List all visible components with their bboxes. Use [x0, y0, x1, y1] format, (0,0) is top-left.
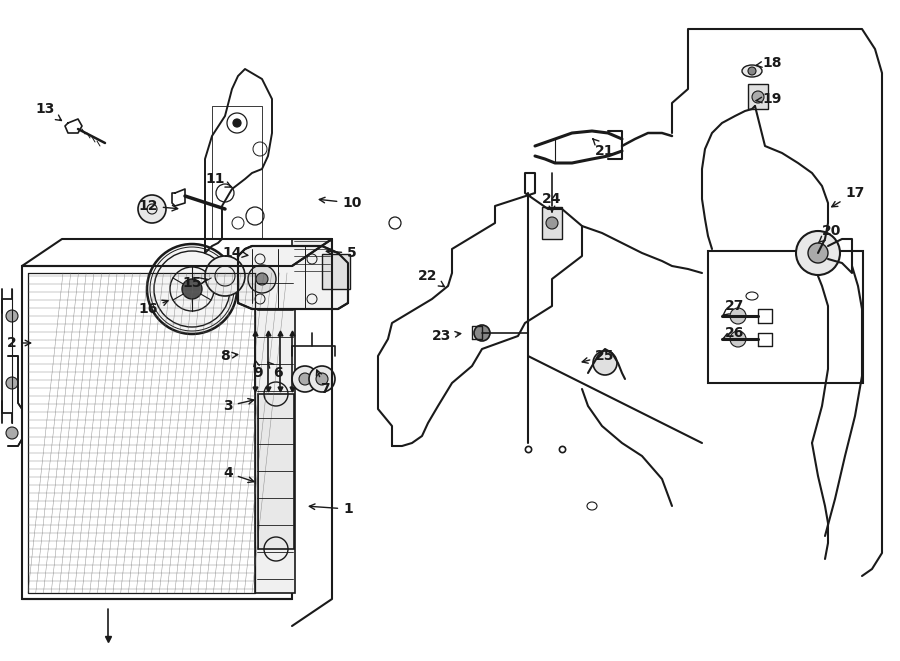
Text: 25: 25 [582, 349, 615, 363]
Text: 8: 8 [220, 349, 238, 363]
Circle shape [730, 331, 746, 347]
Text: 26: 26 [723, 326, 744, 340]
Text: 6: 6 [268, 362, 283, 380]
Text: 15: 15 [182, 276, 207, 290]
Text: 7: 7 [317, 370, 329, 396]
Circle shape [6, 310, 18, 322]
Bar [542, 207, 562, 239]
Circle shape [6, 377, 18, 389]
Circle shape [256, 273, 268, 285]
Text: 16: 16 [139, 300, 168, 316]
Circle shape [205, 256, 245, 296]
Text: 24: 24 [542, 192, 562, 212]
Circle shape [182, 279, 202, 299]
Text: 20: 20 [818, 224, 842, 243]
Text: 23: 23 [432, 329, 461, 343]
Bar [258, 394, 294, 549]
Circle shape [309, 366, 335, 392]
Circle shape [474, 325, 490, 341]
Text: 18: 18 [756, 56, 782, 70]
Bar [255, 273, 295, 593]
Circle shape [138, 195, 166, 223]
Text: 3: 3 [223, 399, 254, 413]
Text: 4: 4 [223, 466, 254, 483]
Polygon shape [238, 246, 348, 309]
Bar [708, 251, 863, 383]
Circle shape [593, 351, 617, 375]
Circle shape [147, 244, 237, 334]
Text: 27: 27 [723, 299, 744, 316]
Text: 1: 1 [310, 502, 353, 516]
Circle shape [808, 243, 828, 263]
Bar [322, 254, 350, 289]
Text: 13: 13 [35, 102, 61, 120]
Bar [748, 84, 768, 109]
Text: 2: 2 [7, 336, 31, 350]
Circle shape [546, 217, 558, 229]
Text: 19: 19 [756, 92, 782, 106]
Bar [292, 239, 332, 273]
Text: 17: 17 [832, 186, 865, 207]
Circle shape [299, 373, 311, 385]
Text: 10: 10 [320, 196, 362, 210]
Text: 21: 21 [593, 139, 615, 158]
Text: 12: 12 [139, 199, 177, 213]
Text: 11: 11 [205, 172, 231, 187]
Circle shape [316, 373, 328, 385]
Bar [22, 266, 292, 599]
Circle shape [748, 67, 756, 75]
Ellipse shape [742, 65, 762, 77]
Circle shape [752, 91, 764, 103]
Text: 5: 5 [327, 246, 357, 260]
Circle shape [233, 119, 241, 127]
Circle shape [796, 231, 840, 275]
Circle shape [730, 308, 746, 324]
Text: 22: 22 [418, 269, 445, 287]
Circle shape [248, 265, 276, 293]
Circle shape [292, 366, 318, 392]
Text: 14: 14 [222, 246, 248, 260]
Circle shape [6, 427, 18, 439]
Text: 9: 9 [253, 360, 263, 380]
